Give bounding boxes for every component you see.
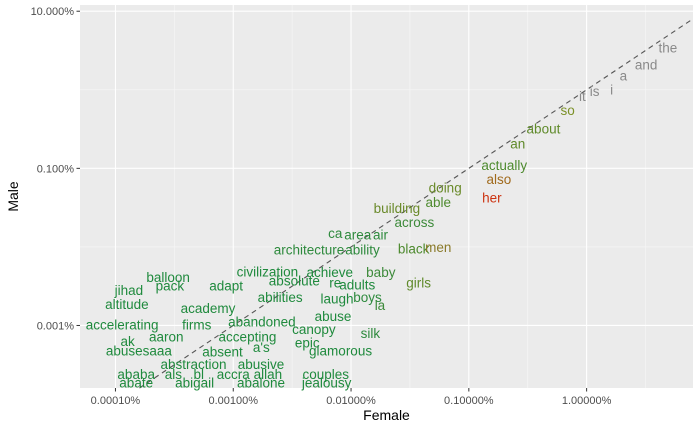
word-point: absent	[202, 344, 243, 359]
major-gridlines	[80, 5, 693, 388]
word-point: abstraction	[161, 357, 227, 372]
x-tick-label: 1.00000%	[562, 395, 612, 407]
word-point: achieve	[307, 265, 354, 280]
word-point: area	[344, 227, 372, 242]
word-point: men	[425, 240, 451, 255]
word-point: an	[510, 136, 525, 151]
word-point: jealousy	[301, 376, 352, 391]
word-point: civilization	[237, 265, 299, 280]
word-point: ability	[345, 242, 380, 257]
word-point: adults	[339, 277, 375, 292]
word-point: ak	[121, 334, 136, 349]
word-point: accelerating	[86, 317, 159, 332]
word-point: als	[165, 367, 183, 382]
word-point: la	[375, 298, 386, 313]
word-point: abilities	[258, 290, 303, 305]
y-tick-label: 0.001%	[37, 320, 75, 332]
x-tick-label: 0.00010%	[91, 395, 141, 407]
x-tick-label: 0.00100%	[208, 395, 258, 407]
word-point: altitude	[105, 297, 149, 312]
word-point: girls	[406, 275, 431, 290]
word-point: allah	[254, 367, 283, 382]
word-point: so	[561, 103, 575, 118]
word-point: glamorous	[309, 344, 372, 359]
word-point: adapt	[209, 278, 243, 293]
x-tick-label: 0.01000%	[326, 395, 376, 407]
word-point: is	[590, 84, 600, 99]
word-point: building	[374, 201, 421, 216]
panel-background	[80, 5, 693, 388]
y-axis-title: Male	[5, 181, 21, 212]
word-point: re	[329, 275, 341, 290]
word-point: baby	[366, 265, 396, 280]
word-point: boys	[353, 290, 382, 305]
word-point: absolute	[269, 273, 320, 288]
word-point: abate	[119, 376, 153, 391]
word-point: and	[635, 58, 658, 73]
word-point: architecture	[274, 242, 345, 257]
word-point: black	[398, 241, 430, 256]
word-point: jihad	[114, 283, 144, 298]
word-point: abigail	[175, 376, 214, 391]
word-point: ca	[328, 226, 343, 241]
word-point: doing	[429, 180, 462, 195]
word-point: balloon	[146, 270, 190, 285]
word-point: abusesaaa	[106, 344, 173, 359]
minor-gridlines	[80, 5, 693, 388]
word-point: silk	[361, 326, 381, 341]
word-point: accepting	[219, 330, 277, 345]
word-point: accra	[217, 367, 251, 382]
word-point: air	[373, 227, 389, 242]
y-tick-label: 0.100%	[37, 163, 75, 175]
word-point: aaron	[149, 330, 184, 345]
word-point: pack	[156, 278, 185, 293]
word-point: her	[482, 190, 502, 205]
word-point: couples	[302, 367, 349, 382]
word-point: abusive	[238, 357, 285, 372]
word-point: across	[395, 215, 435, 230]
reference-line	[139, 18, 694, 389]
x-tick-label: 0.10000%	[444, 395, 494, 407]
word-point: a	[620, 69, 628, 84]
word-point: abuse	[315, 309, 352, 324]
word-point: it	[579, 89, 586, 104]
y-tick-label: 10.000%	[31, 6, 75, 18]
axis-ticks: 0.00010% 0.00100% 0.01000% 0.10000% 1.00000%…	[31, 6, 612, 407]
word-point: abandoned	[228, 315, 296, 330]
word-point: canopy	[292, 322, 336, 337]
word-point: abalone	[237, 376, 285, 391]
word-point: laugh	[320, 292, 353, 307]
word-point: also	[487, 172, 512, 187]
word-point: bl	[194, 367, 205, 382]
x-axis-title: Female	[363, 407, 410, 423]
word-point: firms	[182, 317, 211, 332]
word-point: ababa	[117, 367, 155, 382]
word-point: the	[659, 41, 678, 56]
word-point: epic	[295, 336, 320, 351]
word-point: about	[527, 121, 561, 136]
word-point: able	[425, 195, 451, 210]
word-point: academy	[181, 301, 236, 316]
word-point: actually	[481, 158, 527, 173]
word-point: a's	[253, 340, 270, 355]
word-point: i	[610, 82, 613, 97]
